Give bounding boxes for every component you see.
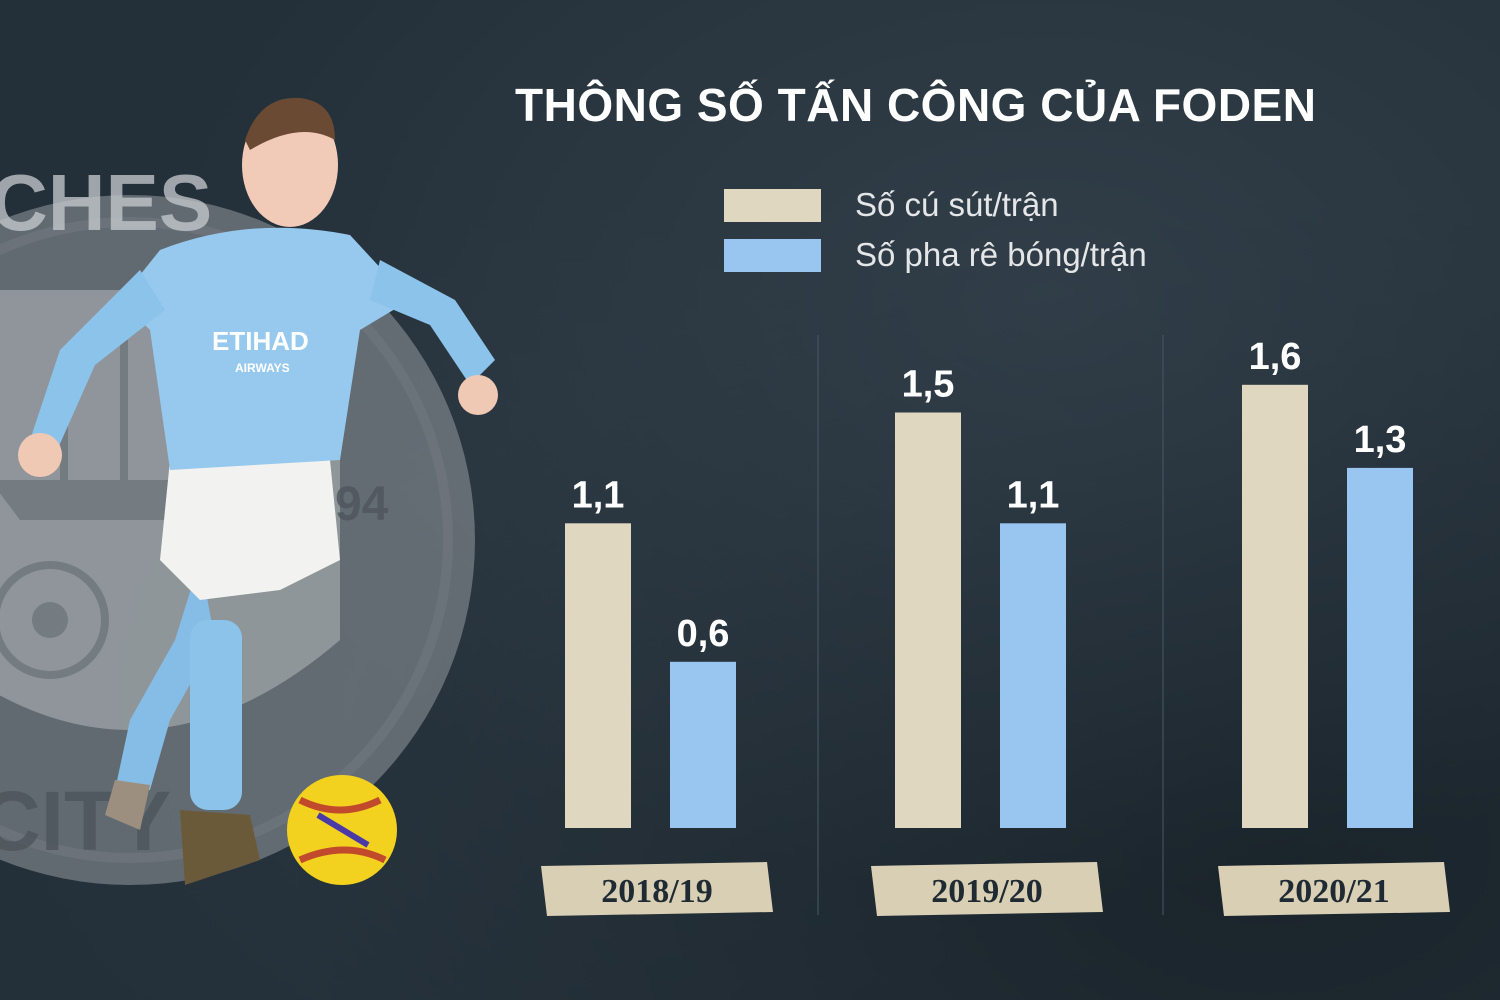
data-label-dribbles: 1,1 [1007, 474, 1060, 516]
data-label-shots: 1,1 [572, 474, 625, 516]
legend-item-shots: Số cú sút/trận [724, 182, 1147, 228]
shirt-sponsor-subtext: AIRWAYS [235, 361, 290, 375]
data-label-dribbles: 0,6 [677, 613, 730, 655]
season-label: 2019/20 [931, 873, 1042, 910]
legend-swatch-shots [724, 188, 821, 222]
season-tag: 2018/19 [541, 862, 773, 916]
legend-swatch-dribbles [724, 238, 821, 272]
legend-label-shots: Số cú sút/trận [855, 186, 1059, 223]
data-label-shots: 1,5 [902, 364, 955, 406]
chart-title: THÔNG SỐ TẤN CÔNG CỦA FODEN [515, 79, 1317, 131]
crest-year-text: 94 [335, 478, 389, 531]
data-label-dribbles: 1,3 [1354, 419, 1407, 461]
shirt-sponsor-text: ETIHAD [212, 326, 309, 356]
bar-shots [565, 523, 631, 828]
legend-item-dribbles: Số pha rê bóng/trận [724, 232, 1147, 278]
season-label: 2020/21 [1278, 873, 1389, 910]
season-tag-background [871, 862, 1103, 916]
crest-top-text: CHES [0, 158, 212, 247]
bar-dribbles [1347, 467, 1413, 828]
season-tag-background [541, 862, 773, 916]
legend-label-dribbles: Số pha rê bóng/trận [855, 236, 1147, 273]
season-label: 2018/19 [601, 873, 712, 910]
bar-dribbles [670, 661, 736, 828]
bar-shots [1242, 384, 1308, 828]
season-tag: 2019/20 [871, 862, 1103, 916]
bar-shots [895, 412, 961, 828]
bar-dribbles [1000, 523, 1066, 828]
data-label-shots: 1,6 [1249, 336, 1302, 378]
player-image: ETIHAD AIRWAYS [18, 97, 498, 885]
legend: Số cú sút/trận Số pha rê bóng/trận [724, 182, 1147, 282]
season-tag-background [1218, 862, 1450, 916]
season-tag: 2020/21 [1218, 862, 1450, 916]
